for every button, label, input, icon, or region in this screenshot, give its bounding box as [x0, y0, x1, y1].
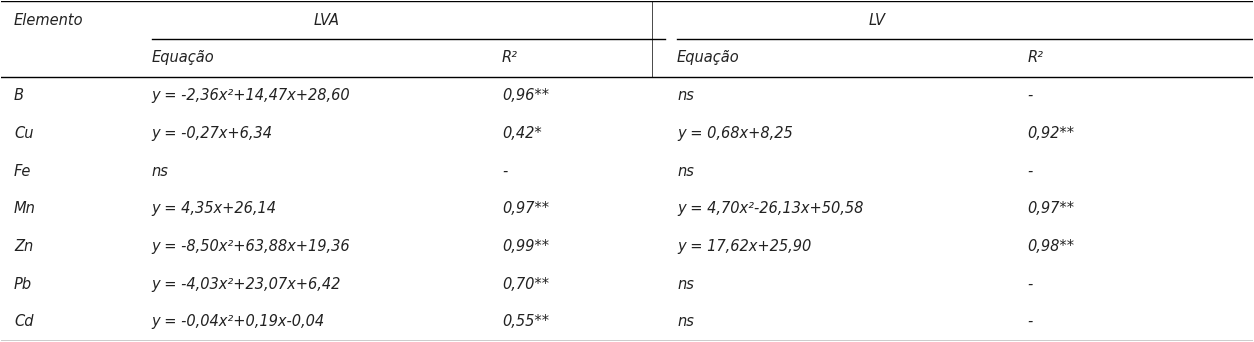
Text: Cu: Cu	[14, 126, 34, 141]
Text: 0,96**: 0,96**	[502, 88, 549, 103]
Text: 0,97**: 0,97**	[502, 201, 549, 216]
Text: R²: R²	[502, 50, 518, 65]
Text: -: -	[502, 163, 507, 179]
Text: 0,98**: 0,98**	[1027, 239, 1075, 254]
Text: y = -0,27x+6,34: y = -0,27x+6,34	[152, 126, 272, 141]
Text: LVA: LVA	[314, 13, 340, 28]
Text: -: -	[1027, 277, 1032, 292]
Text: Fe: Fe	[14, 163, 31, 179]
Text: -: -	[1027, 88, 1032, 103]
Text: y = -2,36x²+14,47x+28,60: y = -2,36x²+14,47x+28,60	[152, 88, 350, 103]
Text: 0,97**: 0,97**	[1027, 201, 1075, 216]
Text: y = -8,50x²+63,88x+19,36: y = -8,50x²+63,88x+19,36	[152, 239, 350, 254]
Text: y = -4,03x²+23,07x+6,42: y = -4,03x²+23,07x+6,42	[152, 277, 341, 292]
Text: Zn: Zn	[14, 239, 33, 254]
Text: Equação: Equação	[677, 50, 740, 65]
Text: Mn: Mn	[14, 201, 36, 216]
Text: Equação: Equação	[152, 50, 214, 65]
Text: 0,70**: 0,70**	[502, 277, 549, 292]
Text: 0,42*: 0,42*	[502, 126, 542, 141]
Text: ns: ns	[677, 314, 693, 329]
Text: R²: R²	[1027, 50, 1043, 65]
Text: Pb: Pb	[14, 277, 33, 292]
Text: ns: ns	[677, 277, 693, 292]
Text: 0,92**: 0,92**	[1027, 126, 1075, 141]
Text: 0,55**: 0,55**	[502, 314, 549, 329]
Text: y = -0,04x²+0,19x-0,04: y = -0,04x²+0,19x-0,04	[152, 314, 325, 329]
Text: ns: ns	[677, 163, 693, 179]
Text: LV: LV	[869, 13, 885, 28]
Text: Elemento: Elemento	[14, 13, 84, 28]
Text: Cd: Cd	[14, 314, 34, 329]
Text: 0,99**: 0,99**	[502, 239, 549, 254]
Text: -: -	[1027, 314, 1032, 329]
Text: y = 17,62x+25,90: y = 17,62x+25,90	[677, 239, 811, 254]
Text: y = 0,68x+8,25: y = 0,68x+8,25	[677, 126, 793, 141]
Text: y = 4,35x+26,14: y = 4,35x+26,14	[152, 201, 277, 216]
Text: ns: ns	[677, 88, 693, 103]
Text: y = 4,70x²-26,13x+50,58: y = 4,70x²-26,13x+50,58	[677, 201, 864, 216]
Text: -: -	[1027, 163, 1032, 179]
Text: ns: ns	[152, 163, 168, 179]
Text: B: B	[14, 88, 24, 103]
